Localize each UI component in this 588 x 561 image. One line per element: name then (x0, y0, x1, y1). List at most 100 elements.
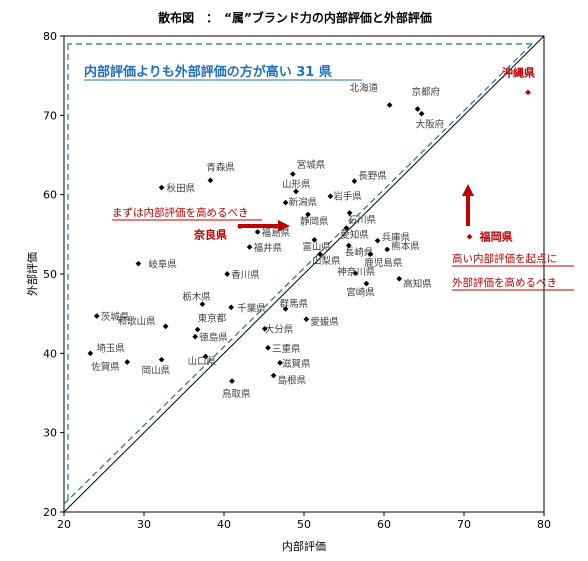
data-point-label: 福島県 (262, 227, 291, 239)
dashed-reference-line (63, 43, 533, 505)
reference-lines (63, 35, 545, 513)
data-point (351, 178, 358, 185)
data-point-label: 石川県 (348, 215, 377, 226)
data-point (345, 242, 352, 249)
data-point (374, 237, 381, 244)
data-point (289, 171, 296, 177)
data-point (277, 360, 283, 366)
data-point (87, 350, 94, 357)
data-point (418, 110, 425, 117)
annotation-raise-internal: まずは内部評価を高めるべき (112, 206, 249, 219)
data-point (414, 106, 421, 112)
data-point-label: 熊本県 (391, 240, 420, 252)
x-tick-label: 50 (297, 518, 311, 531)
data-point-label: 福岡県 (479, 230, 513, 244)
data-point-label: 佐賀県 (91, 361, 120, 373)
data-point-label: 沖縄県 (502, 65, 535, 79)
data-point (352, 270, 359, 277)
data-point-label: 福井県 (254, 242, 283, 254)
data-point-label: 山口県 (188, 357, 217, 368)
data-point (158, 184, 165, 191)
data-point-label: 宮崎県 (346, 287, 375, 299)
y-axis-label: 外部評価 (25, 252, 39, 296)
annotation-higher-external: 内部評価よりも外部評価の方が高い 31 県 (84, 64, 332, 80)
data-point-label: 奈良県 (193, 227, 227, 241)
data-point (199, 301, 206, 307)
data-point-label: 長崎県 (345, 246, 374, 258)
data-point (346, 210, 353, 216)
data-point (384, 246, 391, 253)
data-point-label: 神奈川県 (337, 266, 376, 278)
data-point-label: 大阪府 (416, 119, 445, 131)
data-point (194, 326, 201, 333)
y-tick-label: 50 (43, 268, 57, 281)
data-point (229, 378, 235, 384)
data-point (293, 188, 299, 195)
data-point-label: 大分県 (265, 324, 294, 336)
x-tick-label: 40 (217, 518, 231, 531)
data-point (305, 211, 311, 218)
data-point-label: 兵庫県 (382, 232, 411, 244)
annotation-start-internal: 高い内部評価を起点に (452, 252, 557, 265)
data-point-label: 岩手県 (333, 190, 362, 202)
data-point (135, 260, 142, 267)
data-point (237, 223, 243, 230)
data-point-label: 群馬県 (280, 298, 309, 310)
data-point (282, 306, 289, 312)
data-point (317, 251, 323, 257)
data-point (367, 251, 374, 257)
data-point-label: 徳島県 (199, 332, 228, 344)
data-point (311, 237, 318, 243)
x-tick-label: 20 (57, 518, 71, 531)
chart-title: 散布図 ： “属”ブランド力の内部評価と外部評価 (158, 10, 432, 25)
data-point (265, 344, 271, 351)
data-point (202, 353, 209, 360)
data-point (363, 280, 370, 287)
data-point-label: 香川県 (231, 270, 260, 281)
arrow-right-icon (238, 220, 290, 232)
x-tick-label: 80 (537, 518, 551, 531)
data-point-label: 山形県 (282, 178, 311, 190)
x-tick-label: 70 (457, 518, 471, 531)
data-point-label: 秋田県 (167, 183, 196, 195)
data-point (224, 271, 231, 277)
data-point (282, 199, 289, 206)
data-point-label: 島根県 (278, 375, 307, 387)
data-point-label: 岐阜県 (148, 259, 177, 271)
data-point (246, 244, 253, 250)
data-point-label: 三重県 (272, 343, 301, 355)
data-point (327, 193, 334, 200)
data-point-label: 埼玉県 (96, 342, 125, 354)
arrow-up-icon (462, 184, 474, 226)
data-point-label: 茨城県 (101, 311, 130, 323)
data-point-label: 滋賀県 (282, 358, 311, 370)
data-point-label: 京都府 (412, 86, 441, 98)
data-point-label: 愛媛県 (310, 316, 339, 328)
data-point (261, 325, 268, 332)
data-point-label: 青森県 (206, 161, 235, 173)
x-tick-label: 60 (377, 518, 391, 531)
y-tick-label: 40 (43, 347, 57, 360)
annotation-raise-external: 外部評価を高めるべき (452, 276, 557, 289)
data-point-label: 愛知県 (340, 229, 369, 241)
data-point-label: 富山県 (302, 241, 331, 253)
data-point-label: 山梨県 (312, 255, 341, 267)
data-point (228, 304, 235, 311)
data-point-label: 新潟県 (289, 197, 318, 209)
data-point-label: 鳥取県 (222, 388, 251, 400)
data-point-label: 鹿児島県 (364, 257, 403, 269)
data-point-label: 北海道 (350, 82, 379, 94)
data-point (254, 229, 261, 235)
data-point (270, 372, 277, 379)
x-tick-label: 30 (137, 518, 151, 531)
data-point-label: 栃木県 (182, 291, 211, 303)
data-point (93, 313, 100, 319)
y-tick-label: 70 (43, 109, 57, 122)
data-point (162, 323, 169, 330)
data-point (158, 356, 165, 363)
data-point (525, 89, 531, 96)
data-point-label: 岡山県 (142, 366, 171, 377)
data-point-label: 長野県 (358, 171, 387, 182)
data-point-label: 宮城県 (297, 159, 326, 171)
